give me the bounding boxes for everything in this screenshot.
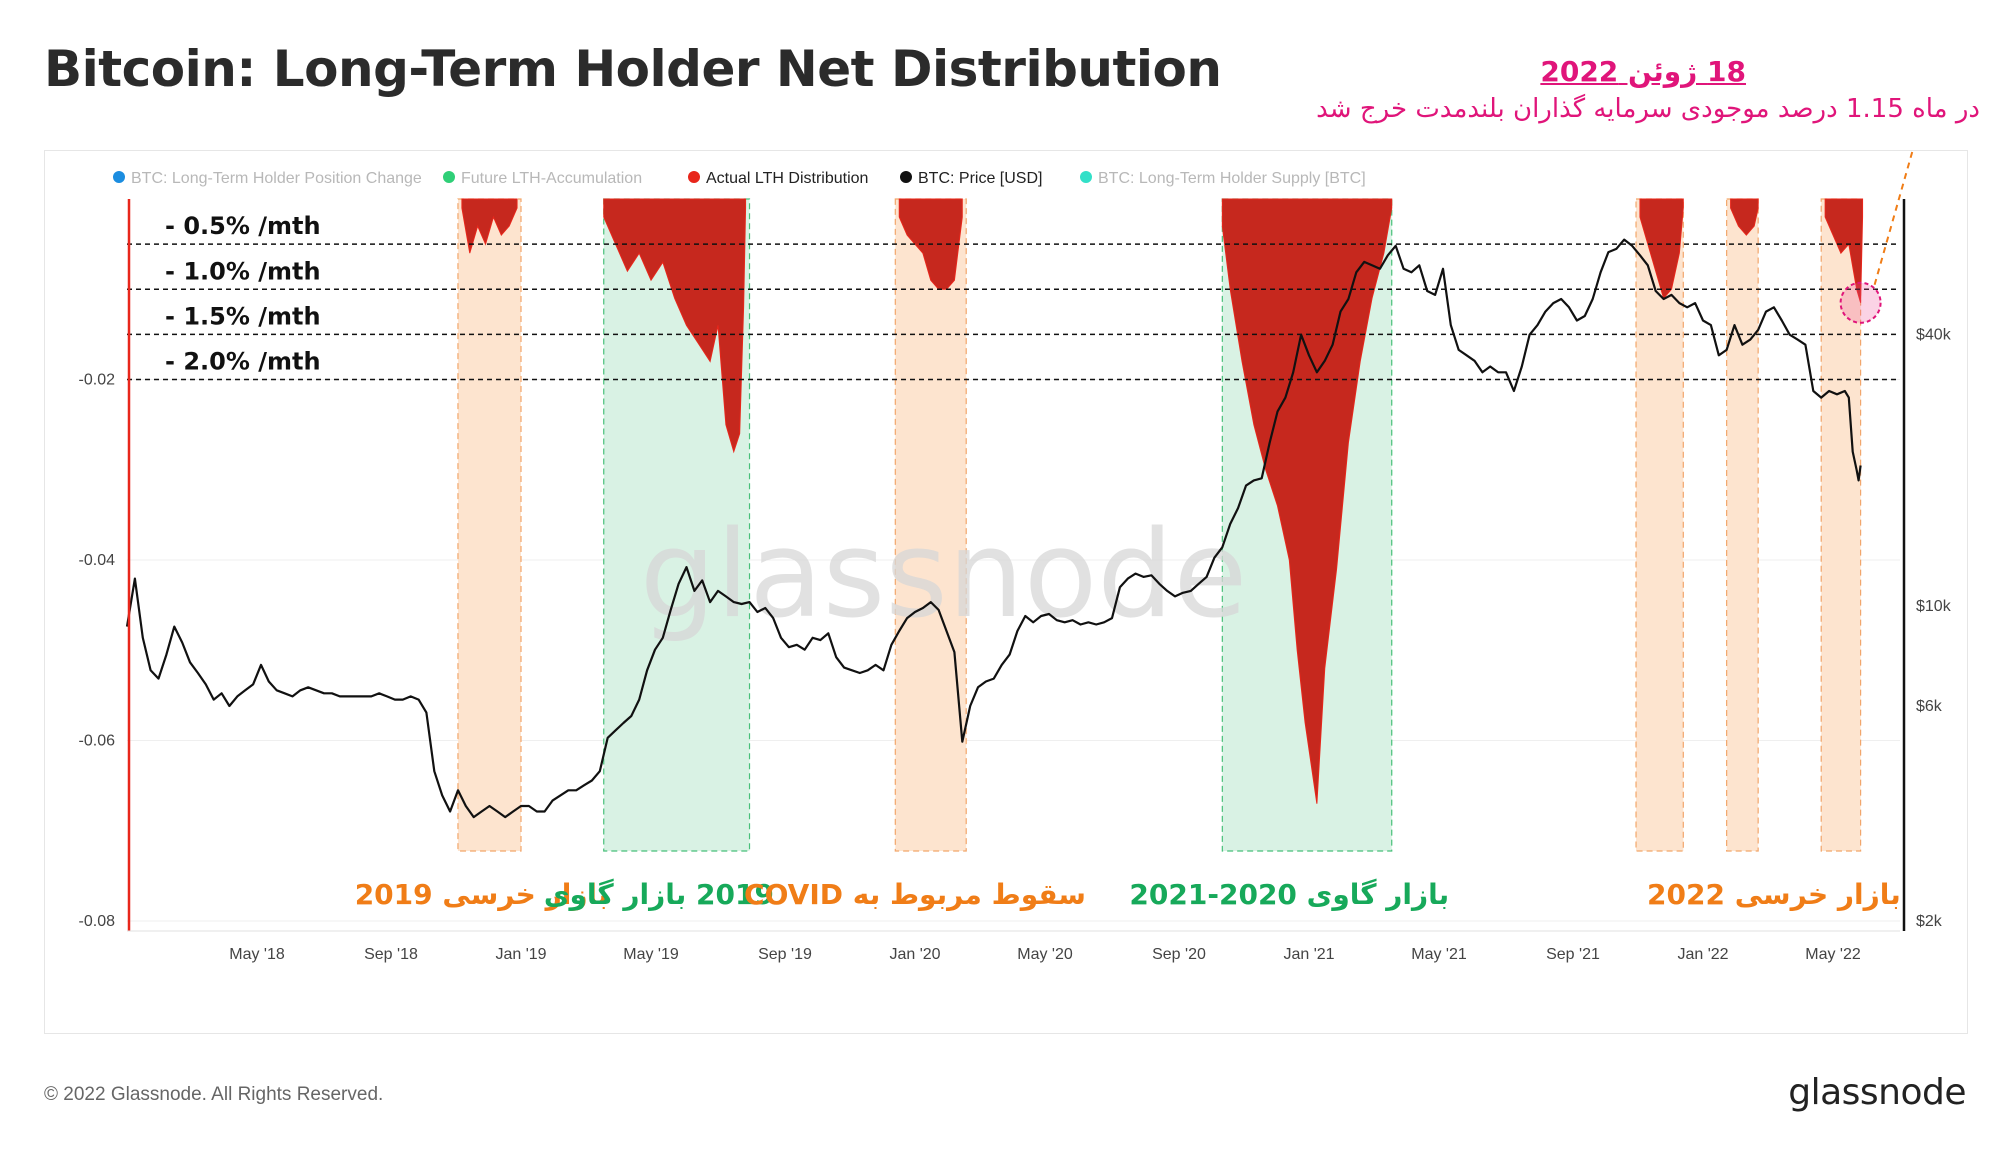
x-tick-label-8: Jan '21 xyxy=(1283,946,1334,963)
threshold-label-1: - 1.0% /mth xyxy=(165,257,321,285)
x-tick-label-5: Jan '20 xyxy=(889,946,940,963)
x-tick-label-4: Sep '19 xyxy=(758,946,812,963)
legend-label-1: Future LTH-Accumulation xyxy=(461,170,642,187)
legend-item-2[interactable]: Actual LTH Distribution xyxy=(688,170,868,187)
legend-item-4[interactable]: BTC: Long-Term Holder Supply [BTC] xyxy=(1080,170,1366,187)
legend-dot-1 xyxy=(443,171,455,183)
region-bear-4 xyxy=(1635,198,1684,852)
y-left-tick-label-1: -0.04 xyxy=(79,552,116,569)
highlight-circle xyxy=(1839,281,1882,324)
legend-item-0[interactable]: BTC: Long-Term Holder Position Change xyxy=(113,170,422,187)
legend-label-4: BTC: Long-Term Holder Supply [BTC] xyxy=(1098,170,1366,187)
y-right-tick-label-3: $2k xyxy=(1916,913,1943,930)
region-bear-0 xyxy=(457,198,522,852)
x-tick-label-9: May '21 xyxy=(1411,946,1467,963)
legend-label-3: BTC: Price [USD] xyxy=(918,170,1042,187)
chart-svg: glassnode- 0.5% /mth- 1.0% /mth- 1.5% /m… xyxy=(79,151,1952,963)
legend-item-1[interactable]: Future LTH-Accumulation xyxy=(443,170,642,187)
price-line xyxy=(125,238,1862,819)
x-tick-label-10: Sep '21 xyxy=(1546,946,1600,963)
y-left-tick-label-3: -0.08 xyxy=(79,913,116,930)
distribution-area-5 xyxy=(1730,198,1759,236)
legend-dot-4 xyxy=(1080,171,1092,183)
region-label-4: بازار خرسی 2022 xyxy=(1647,878,1901,911)
x-tick-label-1: Sep '18 xyxy=(364,946,418,963)
legend-dot-2 xyxy=(688,171,700,183)
page-title: Bitcoin: Long-Term Holder Net Distributi… xyxy=(44,40,1222,98)
brand-logo-text: glassnode xyxy=(1788,1072,1966,1113)
y-left-tick-label-0: -0.02 xyxy=(79,372,116,389)
legend-label-2: Actual LTH Distribution xyxy=(706,170,868,187)
legend-item-3[interactable]: BTC: Price [USD] xyxy=(900,170,1042,187)
threshold-label-3: - 2.0% /mth xyxy=(165,348,321,376)
copyright-text: © 2022 Glassnode. All Rights Reserved. xyxy=(44,1084,384,1105)
region-label-1: 2019 بازار گاوی xyxy=(544,878,774,911)
x-tick-label-2: Jan '19 xyxy=(495,946,546,963)
distribution-area-0 xyxy=(461,198,518,254)
annotation-date: 18 ژوئن 2022 xyxy=(1540,55,1746,88)
annotation-text: در ماه 1.15 درصد موجودی سرمایه گذاران بل… xyxy=(1316,94,1980,124)
x-tick-label-7: Sep '20 xyxy=(1152,946,1206,963)
legend-dot-3 xyxy=(900,171,912,183)
y-right-tick-label-2: $6k xyxy=(1916,698,1943,715)
y-left-tick-label-2: -0.06 xyxy=(79,733,116,750)
x-tick-label-11: Jan '22 xyxy=(1677,946,1728,963)
threshold-label-2: - 1.5% /mth xyxy=(165,302,321,330)
region-label-0: بازار خرسی 2019 xyxy=(355,878,609,911)
distribution-area-6 xyxy=(1824,198,1864,303)
x-tick-label-3: May '19 xyxy=(623,946,679,963)
y-right-tick-label-0: $40k xyxy=(1916,327,1952,344)
region-bear-5 xyxy=(1726,198,1759,852)
distribution-area-1 xyxy=(603,198,747,454)
x-tick-label-12: May '22 xyxy=(1805,946,1861,963)
threshold-label-0: - 0.5% /mth xyxy=(165,212,321,240)
x-tick-label-6: May '20 xyxy=(1017,946,1073,963)
distribution-area-4 xyxy=(1639,198,1684,300)
x-tick-label-0: May '18 xyxy=(229,946,285,963)
chart-panel: glassnode - 0.5% /mth - 1.0% /mth - 1.5% /m… xyxy=(44,150,1968,1034)
region-label-2: سقوط مربوط به COVID xyxy=(744,878,1086,911)
annotation-connector xyxy=(1873,151,1914,286)
legend-dot-0 xyxy=(113,171,125,183)
y-right-tick-label-1: $10k xyxy=(1916,598,1952,615)
region-label-3: بازار گاوی 2020-2021 xyxy=(1129,878,1449,911)
legend-label-0: BTC: Long-Term Holder Position Change xyxy=(131,170,422,187)
